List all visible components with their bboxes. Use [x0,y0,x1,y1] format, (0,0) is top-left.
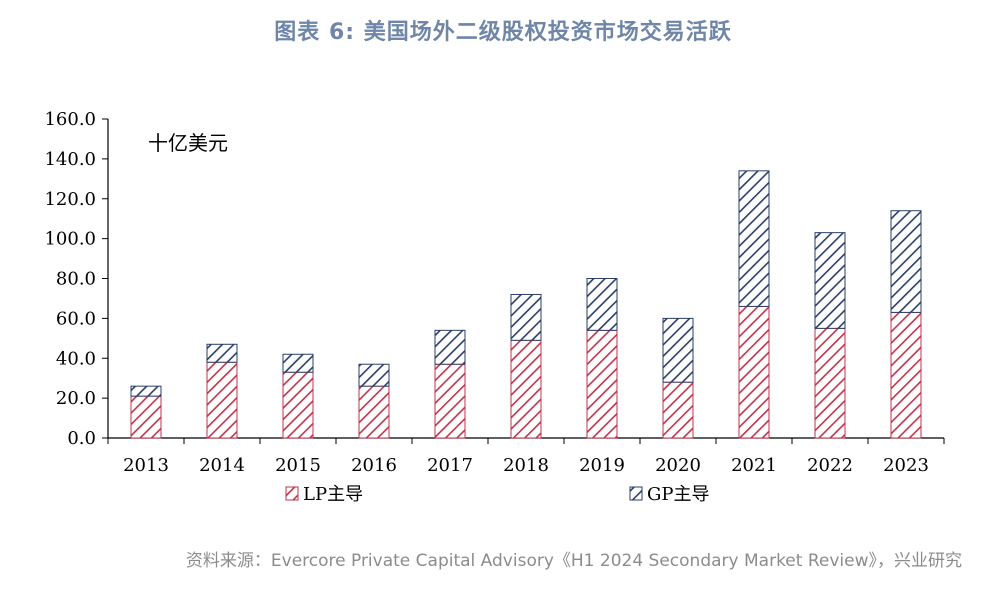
y-tick-label: 120.0 [44,189,96,210]
bar-lp [738,305,770,439]
bar-lp [358,385,390,439]
x-tick-label: 2021 [731,455,777,476]
bar-gp [662,317,694,383]
legend-label-lp: LP主导 [303,484,363,505]
x-tick-label: 2014 [199,455,245,476]
x-tick-label: 2020 [655,455,701,476]
legend-swatch-lp [285,486,299,501]
bar-lp [586,329,618,439]
y-tick-label: 160.0 [44,109,96,130]
y-tick-label: 140.0 [44,149,96,170]
bar-gp [510,293,542,341]
x-tick-label: 2017 [427,455,473,476]
bar-gp [130,385,162,397]
bar-lp [510,339,542,439]
bar-gp [358,363,390,387]
y-tick-label: 0.0 [67,428,96,449]
legend-swatch-gp [629,486,643,501]
unit-label: 十亿美元 [148,131,228,155]
y-tick-label: 60.0 [56,308,96,329]
bar-gp [738,170,770,307]
y-tick-label: 40.0 [56,348,96,369]
bar-lp [130,395,162,439]
x-tick-label: 2023 [883,455,929,476]
bar-gp [434,329,466,365]
bar-lp [206,361,238,439]
stacked-bar-chart: 0.0 20.0 40.0 60.0 80.0 100.0 120.0 140.0 160.0 2… [44,109,945,505]
legend-label-gp: GP主导 [647,484,710,505]
x-tick-label: 2016 [351,455,397,476]
y-tick-label: 80.0 [56,269,96,290]
bar-lp [890,311,922,439]
bar-gp [890,210,922,313]
bar-gp [586,278,618,331]
bar-lp [662,381,694,439]
bar-lp [282,371,314,439]
y-tick-label: 100.0 [44,229,96,250]
bar-gp [206,343,238,363]
chart-title: 图表 6: 美国场外二级股权投资市场交易活跃 [274,20,732,45]
x-tick-label: 2015 [275,455,321,476]
source-note: 资料来源：Evercore Private Capital Advisory《H… [185,551,962,571]
x-tick-label: 2019 [579,455,625,476]
x-tick-label: 2013 [123,455,169,476]
bar-gp [282,353,314,373]
x-tick-label: 2018 [503,455,549,476]
y-tick-label: 20.0 [56,388,96,409]
bar-gp [814,232,846,329]
bar-lp [434,363,466,439]
x-tick-label: 2022 [807,455,853,476]
bar-lp [814,327,846,439]
